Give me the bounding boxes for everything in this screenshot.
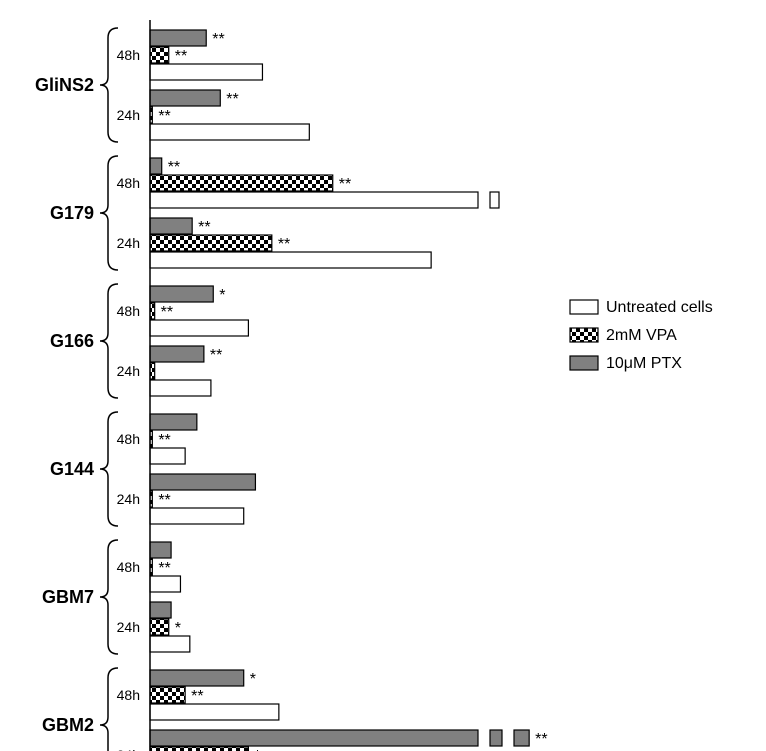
bar-ptx — [150, 90, 220, 106]
bar-ptx — [514, 730, 529, 746]
bar-untreated — [490, 192, 499, 208]
timepoint-label: 48h — [117, 431, 140, 447]
bar-untreated — [150, 252, 431, 268]
significance-marker: * — [175, 620, 181, 637]
group-label: G144 — [50, 459, 94, 479]
significance-marker: ** — [191, 688, 203, 705]
group-label: GBM7 — [42, 587, 94, 607]
bar-untreated — [150, 704, 279, 720]
bar-vpa — [150, 619, 169, 635]
bar-ptx — [150, 414, 197, 430]
bar-ptx — [150, 158, 162, 174]
bar-vpa — [150, 687, 185, 703]
legend-swatch-vpa — [570, 328, 598, 342]
mitotic-index-chart: ****48h****24hGliNS2****48h****24hG179**… — [0, 0, 766, 751]
bar-untreated — [150, 380, 211, 396]
significance-marker: ** — [158, 108, 170, 125]
significance-marker: ** — [158, 560, 170, 577]
timepoint-label: 48h — [117, 303, 140, 319]
timepoint-label: 24h — [117, 491, 140, 507]
bar-untreated — [150, 124, 309, 140]
legend-swatch-untreated — [570, 300, 598, 314]
significance-marker: * — [219, 287, 225, 304]
chart-svg: ****48h****24hGliNS2****48h****24hG179**… — [0, 0, 766, 751]
bar-vpa — [150, 47, 169, 63]
group-brace — [100, 156, 118, 270]
group-brace — [100, 540, 118, 654]
significance-marker: ** — [278, 236, 290, 253]
timepoint-label: 48h — [117, 559, 140, 575]
bar-vpa — [150, 235, 272, 251]
timepoint-label: 48h — [117, 47, 140, 63]
timepoint-label: 24h — [117, 747, 140, 751]
significance-marker: ** — [161, 304, 173, 321]
bar-vpa — [150, 175, 333, 191]
group-brace — [100, 284, 118, 398]
significance-marker: ** — [212, 31, 224, 48]
group-label: GBM2 — [42, 715, 94, 735]
significance-marker: ** — [339, 176, 351, 193]
bar-untreated — [150, 64, 262, 80]
bar-ptx — [150, 218, 192, 234]
legend-swatch-ptx — [570, 356, 598, 370]
legend-label-vpa: 2mM VPA — [606, 327, 677, 344]
bar-ptx — [150, 286, 213, 302]
timepoint-label: 24h — [117, 363, 140, 379]
significance-marker: ** — [535, 731, 547, 748]
timepoint-label: 48h — [117, 175, 140, 191]
timepoint-label: 24h — [117, 619, 140, 635]
bar-untreated — [150, 636, 190, 652]
bar-untreated — [150, 192, 478, 208]
significance-marker: ** — [175, 48, 187, 65]
bar-untreated — [150, 508, 244, 524]
significance-marker: ** — [226, 91, 238, 108]
bar-ptx — [150, 670, 244, 686]
bar-vpa — [150, 747, 248, 751]
group-brace — [100, 668, 118, 751]
significance-marker: ** — [168, 159, 180, 176]
legend-label-untreated: Untreated cells — [606, 299, 713, 316]
group-brace — [100, 28, 118, 142]
significance-marker: ** — [158, 432, 170, 449]
significance-marker: ** — [158, 492, 170, 509]
significance-marker: ** — [210, 347, 222, 364]
bar-ptx — [150, 602, 171, 618]
group-brace — [100, 412, 118, 526]
bar-untreated — [150, 448, 185, 464]
group-label: G166 — [50, 331, 94, 351]
timepoint-label: 24h — [117, 107, 140, 123]
group-label: GliNS2 — [35, 75, 94, 95]
timepoint-label: 24h — [117, 235, 140, 251]
significance-marker: * — [250, 671, 256, 688]
significance-marker: ** — [198, 219, 210, 236]
bar-ptx — [150, 30, 206, 46]
bar-ptx — [150, 346, 204, 362]
group-label: G179 — [50, 203, 94, 223]
bar-ptx — [490, 730, 502, 746]
bar-untreated — [150, 320, 248, 336]
bar-untreated — [150, 576, 180, 592]
legend-label-ptx: 10μM PTX — [606, 355, 682, 372]
bar-ptx — [150, 474, 255, 490]
timepoint-label: 48h — [117, 687, 140, 703]
bar-ptx — [150, 542, 171, 558]
bar-ptx — [150, 730, 478, 746]
